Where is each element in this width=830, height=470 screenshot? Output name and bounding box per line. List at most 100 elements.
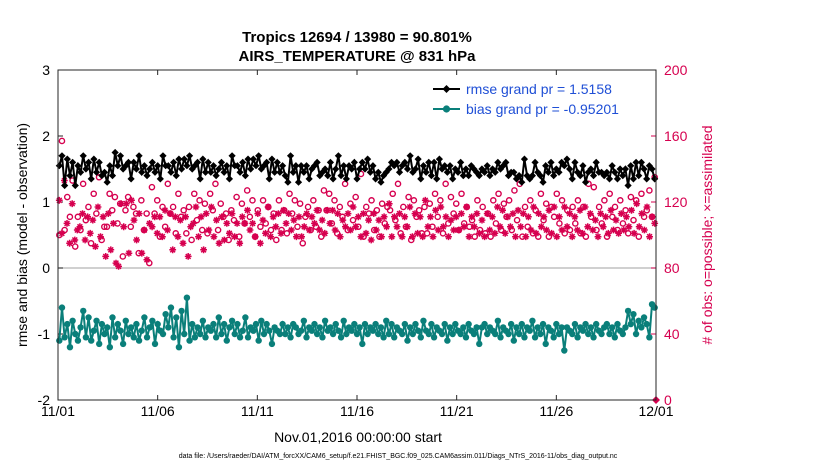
bias-point bbox=[127, 324, 135, 331]
bias-point bbox=[401, 320, 409, 328]
assimilated-obs-point bbox=[236, 239, 244, 247]
y-tick-label: 0 bbox=[42, 260, 50, 276]
assimilated-obs-point bbox=[342, 223, 349, 231]
assimilated-obs-point bbox=[179, 239, 187, 247]
rmse-point bbox=[534, 168, 542, 176]
bias-point bbox=[635, 317, 642, 324]
assimilated-obs-point bbox=[298, 233, 305, 241]
bias-point bbox=[170, 334, 177, 341]
assimilated-obs-point bbox=[349, 203, 357, 211]
rmse-point bbox=[635, 172, 643, 180]
assimilated-obs-point bbox=[259, 216, 267, 224]
bias-point bbox=[186, 337, 193, 344]
possible-obs-point bbox=[611, 203, 619, 211]
assimilated-obs-point bbox=[277, 229, 285, 237]
rmse-point bbox=[406, 152, 414, 160]
assimilated-obs-point bbox=[447, 216, 455, 224]
assimilated-obs-point bbox=[630, 229, 638, 237]
bias-point bbox=[526, 327, 533, 334]
possible-obs-point bbox=[127, 223, 135, 231]
bias-point bbox=[409, 330, 417, 338]
assimilated-obs-point bbox=[159, 233, 166, 241]
assimilated-obs-point bbox=[187, 223, 195, 231]
possible-obs-point bbox=[196, 197, 203, 204]
rmse-point bbox=[220, 168, 228, 176]
assimilated-obs-point bbox=[568, 233, 576, 241]
assimilated-obs-point bbox=[501, 229, 509, 237]
assimilated-obs-point bbox=[336, 233, 344, 241]
possible-obs-point bbox=[71, 243, 79, 250]
rmse-point bbox=[486, 172, 494, 180]
assimilated-obs-point bbox=[496, 223, 504, 231]
bias-point bbox=[282, 330, 289, 338]
possible-obs-point bbox=[320, 187, 328, 194]
possible-obs-point bbox=[153, 197, 161, 204]
possible-obs-point bbox=[553, 190, 561, 198]
assimilated-obs-point bbox=[275, 210, 282, 217]
assimilated-obs-point bbox=[388, 233, 396, 241]
assimilated-obs-point bbox=[360, 210, 367, 217]
possible-obs-point bbox=[217, 200, 225, 207]
assimilated-obs-point bbox=[445, 233, 452, 241]
bias-point bbox=[223, 337, 230, 344]
rmse-point bbox=[156, 175, 164, 183]
possible-obs-point bbox=[492, 220, 500, 227]
rmse-point bbox=[61, 181, 69, 190]
assimilated-obs-point bbox=[625, 223, 633, 231]
rmse-point bbox=[71, 181, 79, 190]
assimilated-obs-point bbox=[197, 213, 205, 221]
possible-obs-point bbox=[352, 193, 359, 201]
possible-obs-point bbox=[426, 200, 434, 207]
bias-point bbox=[444, 337, 451, 344]
assimilated-obs-point bbox=[437, 203, 445, 211]
possible-obs-point bbox=[130, 203, 137, 211]
possible-obs-point bbox=[574, 197, 582, 204]
possible-obs-point bbox=[175, 190, 182, 198]
rmse-point bbox=[385, 165, 393, 173]
chart-subtitle: AIRS_TEMPERATURE @ 831 hPa bbox=[239, 48, 477, 65]
assimilated-obs-point bbox=[189, 220, 197, 227]
bias-point bbox=[95, 340, 103, 348]
rmse-point bbox=[510, 168, 518, 176]
bias-point bbox=[215, 314, 222, 321]
possible-obs-point bbox=[616, 197, 624, 204]
possible-obs-point bbox=[185, 203, 193, 211]
assimilated-obs-point bbox=[122, 200, 130, 208]
rmse-point bbox=[552, 165, 560, 173]
bias-point bbox=[297, 327, 305, 334]
assimilated-obs-point bbox=[164, 226, 171, 234]
y-tick-label: 1 bbox=[42, 194, 50, 210]
assimilated-obs-point bbox=[623, 213, 630, 221]
bias-point bbox=[80, 307, 87, 315]
possible-obs-point bbox=[119, 253, 127, 260]
assimilated-obs-point bbox=[192, 203, 200, 211]
assimilated-obs-point bbox=[633, 200, 641, 208]
assimilated-obs-point bbox=[517, 223, 525, 231]
bias-point bbox=[154, 320, 161, 328]
bias-point bbox=[537, 330, 544, 338]
rmse-point bbox=[217, 158, 226, 166]
possible-obs-point bbox=[63, 193, 71, 201]
rmse-point bbox=[342, 175, 350, 183]
rmse-point bbox=[132, 165, 141, 173]
bias-point bbox=[460, 324, 467, 331]
bias-point bbox=[226, 324, 233, 331]
bias-point bbox=[117, 327, 124, 334]
rmse-point bbox=[63, 155, 71, 163]
rmse-point bbox=[643, 175, 651, 183]
bias-point bbox=[521, 334, 528, 341]
assimilated-obs-point bbox=[352, 223, 360, 231]
rmse-point bbox=[592, 158, 600, 166]
bias-point bbox=[72, 330, 79, 338]
rmse-point bbox=[411, 165, 420, 173]
rmse-point bbox=[111, 148, 119, 157]
assimilated-obs-point bbox=[365, 216, 372, 224]
rmse-point bbox=[106, 162, 114, 170]
assimilated-obs-point bbox=[280, 206, 287, 214]
rmse-point bbox=[199, 155, 207, 163]
rmse-point bbox=[560, 162, 568, 170]
bias-point bbox=[93, 317, 100, 324]
assimilated-obs-point bbox=[540, 213, 548, 221]
bias-point bbox=[558, 324, 565, 331]
possible-obs-point bbox=[93, 210, 100, 217]
